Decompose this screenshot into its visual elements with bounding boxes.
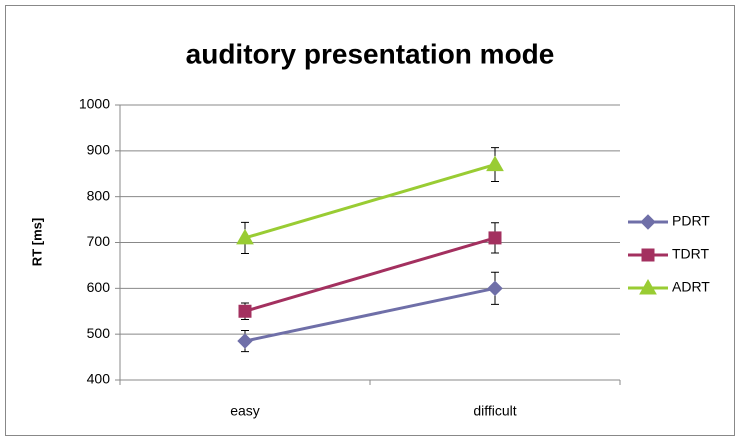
legend-marker: [640, 214, 656, 230]
y-tick-label: 400: [87, 371, 111, 387]
legend-label: ADRT: [672, 279, 710, 295]
data-point: [487, 280, 503, 297]
legend-marker: [641, 248, 655, 262]
data-point: [237, 333, 253, 349]
series-line: [244, 286, 496, 343]
legend-marker: [639, 278, 657, 295]
y-tick-label: 900: [87, 142, 111, 158]
series-line: [244, 163, 496, 240]
y-tick-label: 800: [87, 187, 111, 203]
chart-border: [5, 5, 735, 436]
series-line: [244, 236, 496, 313]
y-axis-label: RT [ms]: [29, 218, 44, 266]
y-tick-label: 700: [87, 233, 111, 249]
legend-label: TDRT: [672, 246, 710, 262]
y-tick-label: 500: [87, 325, 111, 341]
x-tick-label: easy: [230, 403, 260, 419]
y-tick-label: 1000: [79, 96, 110, 112]
x-tick-label: difficult: [473, 403, 516, 419]
data-point: [236, 228, 254, 245]
chart-title: auditory presentation mode: [186, 38, 555, 69]
data-point: [486, 155, 504, 172]
y-tick-label: 600: [87, 279, 111, 295]
data-point: [488, 231, 502, 245]
data-point: [238, 304, 252, 318]
legend-label: PDRT: [672, 213, 710, 229]
